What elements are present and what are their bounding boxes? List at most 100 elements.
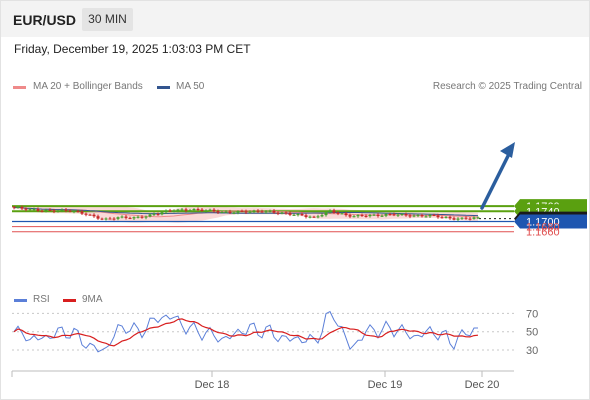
candle-body <box>108 218 112 220</box>
forecast-arrow <box>480 142 515 210</box>
candle-body <box>416 215 420 217</box>
ma9-swatch <box>63 299 76 302</box>
candle-body <box>140 216 144 218</box>
candles <box>12 205 480 222</box>
candle-body <box>264 211 268 213</box>
candle-body <box>76 211 80 213</box>
candle-body <box>408 215 412 217</box>
candle-body <box>32 209 36 211</box>
candle-body <box>92 214 96 217</box>
candle-body <box>144 216 148 218</box>
candle-body <box>96 216 100 219</box>
candle-body <box>112 218 116 220</box>
candle-body <box>444 216 448 218</box>
candle-body <box>340 213 344 215</box>
candle-body <box>152 214 156 216</box>
price-tag-label: 1.1700 <box>526 217 560 229</box>
candle-body <box>428 214 432 217</box>
candle-body <box>236 211 240 213</box>
candle-body <box>88 214 92 216</box>
candle-body <box>40 210 44 212</box>
candle-body <box>456 218 460 220</box>
candle-body <box>384 214 388 216</box>
candle-body <box>100 218 104 220</box>
candle-body <box>376 214 380 216</box>
candle-body <box>348 215 352 217</box>
candle-body <box>468 218 472 220</box>
candle-body <box>260 211 264 213</box>
symbol-title: EUR/USD <box>13 12 77 28</box>
candle-body <box>436 215 440 218</box>
candle-body <box>148 214 152 217</box>
candle-body <box>124 216 128 218</box>
candle-body <box>252 210 256 212</box>
rsi-level-label: 70 <box>526 308 538 320</box>
candle-body <box>172 210 176 212</box>
candle-body <box>288 213 292 215</box>
price-tag <box>514 214 587 229</box>
candle-body <box>104 218 108 220</box>
rsi-ma-line <box>13 318 479 347</box>
candle-body <box>368 215 372 217</box>
rsi-level-label: 30 <box>526 345 538 357</box>
candle-body <box>132 217 136 219</box>
candle-body <box>460 217 464 219</box>
candle-body <box>244 211 248 213</box>
candle-body <box>336 212 340 214</box>
candle-body <box>268 210 272 212</box>
legend-9ma: 9MA <box>82 294 103 305</box>
candle-body <box>164 210 168 213</box>
candle-body <box>208 209 212 211</box>
candle-body <box>284 212 288 214</box>
candle-body <box>16 207 20 209</box>
candle-body <box>188 210 192 212</box>
candle-body <box>120 216 124 218</box>
x-label-dec19: Dec 19 <box>368 379 403 391</box>
candle-body <box>280 212 284 214</box>
candle-body <box>64 209 68 211</box>
candle-body <box>364 215 368 217</box>
candle-body <box>392 214 396 216</box>
legend-ma20: MA 20 + Bollinger Bands <box>33 81 143 92</box>
candle-body <box>344 213 348 216</box>
candle-body <box>44 209 48 211</box>
candle-body <box>328 210 332 213</box>
candle-body <box>248 211 252 213</box>
candle-body <box>412 215 416 217</box>
candle-body <box>220 211 224 213</box>
candle-body <box>204 210 208 212</box>
candle-body <box>36 209 40 211</box>
candle-body <box>312 216 316 218</box>
candle-body <box>324 212 328 216</box>
candle-body <box>228 211 232 213</box>
candle-body <box>176 209 180 211</box>
price-tag-label: 1.1660 <box>526 227 560 239</box>
candle-body <box>192 208 196 211</box>
candle-body <box>332 210 336 213</box>
candle-body <box>308 216 312 218</box>
candle-body <box>476 217 480 219</box>
candle-body <box>304 215 308 217</box>
candle-body <box>240 211 244 213</box>
candle-body <box>196 208 200 210</box>
legend-rsi: RSI <box>33 294 50 305</box>
timeframe-badge[interactable]: 30 MIN <box>82 8 133 31</box>
price-tag-label: 1.1680 <box>526 222 560 234</box>
candle-body <box>424 216 428 218</box>
timestamp: Friday, December 19, 2025 1:03:03 PM CET <box>14 42 251 56</box>
candle-body <box>116 217 120 219</box>
candle-body <box>356 215 360 217</box>
rsi-line <box>13 310 478 353</box>
candle-body <box>212 209 216 212</box>
candle-body <box>68 210 72 212</box>
candle-body <box>48 209 52 211</box>
rsi-panel: 70 50 30 <box>12 308 538 357</box>
candle-body <box>20 207 24 209</box>
candle-body <box>200 209 204 211</box>
candle-body <box>464 217 468 219</box>
legend-ma50: MA 50 <box>176 81 205 92</box>
candle-body <box>216 211 220 213</box>
